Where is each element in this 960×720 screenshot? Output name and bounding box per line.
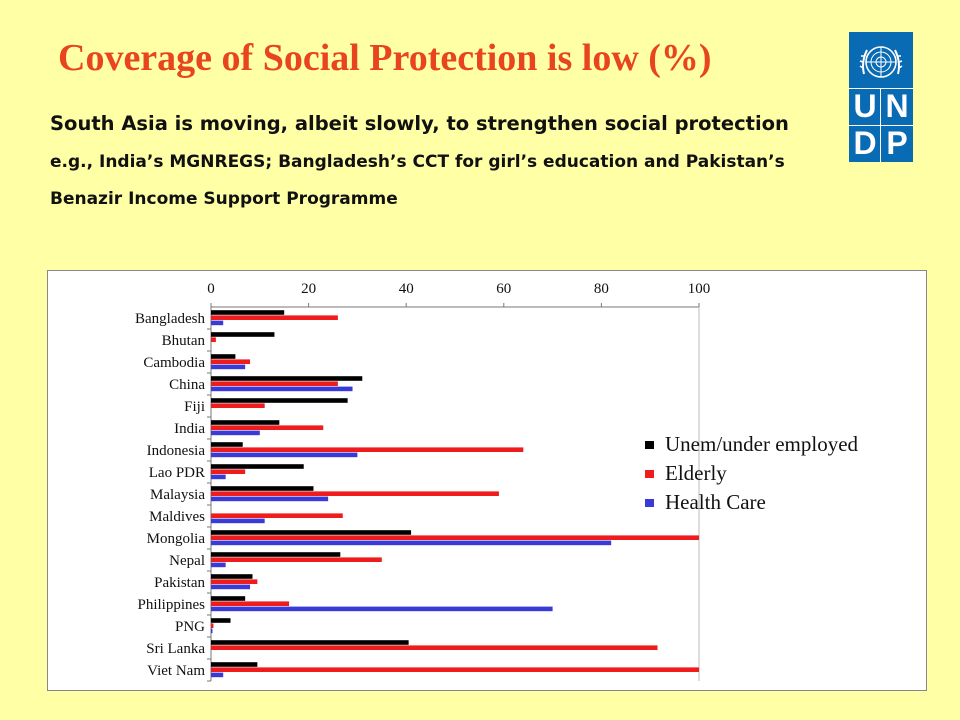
bar-chart: 0 20 40 60 80 100 Bangladesh Bhutan Cambodia Chin…: [135, 281, 859, 682]
bar: [211, 447, 524, 452]
bar: [211, 469, 246, 474]
bar: [211, 496, 329, 502]
bar: [211, 430, 260, 436]
bar: [211, 420, 280, 425]
logo-letter-d: D: [849, 125, 881, 162]
category-label: Cambodia: [143, 355, 205, 371]
x-tick-label: 100: [688, 281, 711, 297]
legend-label: Unem/under employed: [665, 432, 859, 456]
bar: [211, 376, 363, 381]
bar: [211, 540, 612, 546]
bar: [211, 359, 251, 364]
x-tick-label: 80: [594, 281, 609, 297]
slide-title: Coverage of Social Protection is low (%): [58, 37, 712, 79]
category-label: Maldives: [149, 509, 205, 525]
category-label: Sri Lanka: [146, 641, 205, 657]
bar: [211, 398, 348, 403]
bar: [211, 518, 265, 524]
bar: [211, 337, 216, 342]
bar: [211, 386, 353, 392]
bar: [211, 442, 243, 447]
bar: [211, 579, 258, 584]
slide-subtitle: South Asia is moving, albeit slowly, to …: [50, 106, 820, 217]
bar: [211, 403, 265, 408]
chart-container: 0 20 40 60 80 100 Bangladesh Bhutan Cambodia Chin…: [47, 270, 927, 691]
category-label: Mongolia: [147, 531, 206, 547]
bar: [211, 672, 224, 678]
category-label: Indonesia: [147, 443, 206, 459]
bar: [211, 628, 213, 634]
legend-swatch: [645, 499, 654, 507]
category-label: Pakistan: [154, 575, 205, 591]
bar: [211, 667, 699, 672]
category-label: Malaysia: [150, 487, 205, 503]
bar: [211, 486, 314, 491]
bar: [211, 640, 409, 645]
category-label: Philippines: [137, 597, 205, 613]
category-label: Bangladesh: [135, 311, 205, 327]
logo-divider: [849, 88, 913, 89]
bar: [211, 332, 275, 337]
x-tick-label: 20: [301, 281, 316, 297]
bar: [211, 513, 343, 518]
category-label: Fiji: [184, 399, 205, 415]
logo-divider: [880, 88, 881, 162]
un-emblem-icon: [859, 46, 903, 78]
category-label: China: [169, 377, 205, 393]
subtitle-main: South Asia is moving, albeit slowly, to …: [50, 112, 789, 135]
undp-logo: U N D P: [849, 32, 913, 162]
x-tick-label: 40: [399, 281, 414, 297]
bar: [211, 315, 338, 320]
category-label: Nepal: [169, 553, 205, 569]
bar: [211, 606, 553, 612]
bar: [211, 452, 358, 458]
category-label: Lao PDR: [149, 465, 205, 481]
bar: [211, 474, 226, 480]
x-tick-label: 0: [207, 281, 215, 297]
bar: [211, 623, 214, 628]
subtitle-examples: e.g., India’s MGNREGS; Bangladesh’s CCT …: [50, 152, 785, 209]
logo-letter-u: U: [849, 88, 881, 125]
bar: [211, 662, 258, 667]
bar: [211, 530, 412, 535]
logo-divider: [849, 125, 913, 126]
bar: [211, 310, 285, 315]
bar: [211, 557, 382, 562]
bar: [211, 584, 251, 590]
bar: [211, 464, 304, 469]
bar: [211, 562, 226, 568]
bar: [211, 491, 499, 496]
bar: [211, 354, 236, 359]
category-label: PNG: [175, 619, 205, 635]
category-label: Bhutan: [162, 333, 206, 349]
x-tick-label: 60: [496, 281, 511, 297]
bar: [211, 425, 324, 430]
category-label: India: [174, 421, 205, 437]
bar: [211, 320, 224, 326]
legend-swatch: [645, 441, 654, 449]
bar: [211, 364, 246, 370]
bar: [211, 596, 246, 601]
logo-letter-n: N: [881, 88, 913, 125]
bar: [211, 574, 253, 579]
legend-swatch: [645, 470, 654, 478]
legend-label: Elderly: [665, 461, 727, 485]
logo-letter-p: P: [881, 125, 913, 162]
legend-label: Health Care: [665, 490, 766, 514]
bar: [211, 552, 341, 557]
bar: [211, 601, 290, 606]
bar: [211, 618, 231, 623]
bar: [211, 535, 699, 540]
category-label: Viet Nam: [147, 663, 205, 679]
bar: [211, 645, 658, 650]
bar: [211, 381, 338, 386]
